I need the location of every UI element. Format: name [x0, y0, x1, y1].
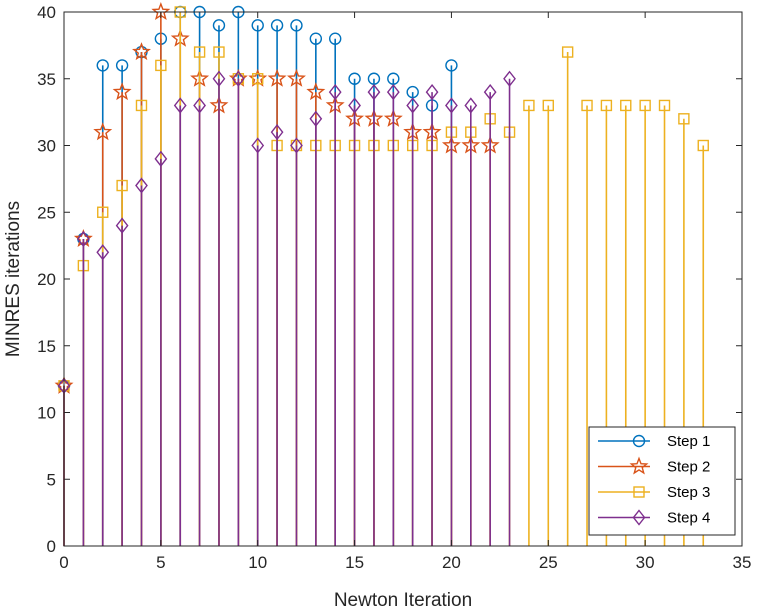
- stem-marker: [464, 97, 478, 114]
- stem-marker: [93, 122, 113, 141]
- stem-marker: [406, 97, 420, 114]
- stem-marker: [290, 137, 303, 154]
- stem-marker: [309, 32, 323, 45]
- stem-marker: [135, 99, 148, 112]
- x-tick-label: 15: [345, 553, 364, 572]
- stem-marker: [329, 32, 342, 45]
- legend-item: Step 4: [598, 509, 710, 527]
- axes: 0 5 10 15 20 25 30 35 0 5 10 15 20 25 30 35 40: [37, 3, 751, 572]
- stem-marker: [697, 139, 709, 152]
- stem-marker: [76, 230, 90, 248]
- legend-label: Step 3: [667, 484, 710, 501]
- stem-marker: [678, 113, 690, 125]
- stem-marker: [309, 110, 323, 127]
- legend-item: Step 1: [598, 433, 710, 450]
- legend-item: Step 3: [598, 484, 710, 501]
- y-tick-label: 5: [47, 470, 56, 489]
- legend[interactable]: Step 1 Step 2 Step 3 Step 4: [588, 426, 736, 536]
- y-tick-label: 15: [37, 337, 56, 356]
- stem-marker: [286, 68, 306, 87]
- stem-marker: [267, 68, 287, 87]
- stem-marker: [193, 97, 206, 114]
- legend-label: Step 1: [667, 433, 710, 450]
- y-tick-label: 40: [37, 3, 56, 22]
- x-tick-label: 5: [156, 553, 165, 572]
- x-axis-title: Newton Iteration: [334, 590, 472, 611]
- stem-marker: [252, 73, 264, 85]
- stem-marker: [155, 59, 167, 72]
- stem-marker: [483, 83, 497, 101]
- stem-marker: [96, 244, 110, 261]
- stem-marker: [503, 70, 516, 87]
- y-tick-label: 10: [37, 404, 56, 423]
- legend-marker: [632, 434, 646, 448]
- stem-marker: [212, 19, 226, 32]
- x-tick-label: 10: [248, 553, 267, 572]
- stem-marker: [348, 72, 361, 85]
- legend-marker: [629, 456, 649, 475]
- x-tick-label: 0: [59, 553, 68, 572]
- stem-marker: [251, 19, 264, 32]
- stem-marker: [658, 99, 671, 112]
- stem-marker: [328, 83, 342, 101]
- stem-marker: [620, 99, 632, 112]
- stem-marker: [306, 82, 326, 101]
- x-tick-label: 20: [442, 553, 461, 572]
- stem-marker: [212, 70, 226, 87]
- legend-label: Step 2: [667, 459, 710, 476]
- stem-marker: [270, 124, 284, 141]
- y-tick-label: 20: [37, 270, 56, 289]
- stem-marker: [639, 99, 651, 112]
- stem-marker: [213, 46, 225, 58]
- x-tick-label: 30: [636, 553, 655, 572]
- stem-marker: [270, 19, 284, 32]
- stem-marker: [115, 217, 129, 234]
- stem-marker: [251, 137, 265, 154]
- stem-marker: [600, 99, 613, 112]
- stem-marker: [112, 82, 132, 101]
- stem-marker: [367, 83, 381, 101]
- y-axis-title: MINRES iterations: [3, 201, 24, 357]
- y-tick-label: 35: [37, 70, 56, 89]
- stem-marker: [231, 70, 245, 87]
- stem-marker: [561, 46, 574, 58]
- stem-marker: [135, 177, 148, 194]
- stem-marker: [173, 97, 187, 114]
- legend-box: [588, 426, 736, 536]
- stem-marker: [445, 97, 458, 114]
- stem-marker: [445, 59, 458, 72]
- stem-marker: [348, 97, 361, 114]
- stem-marker: [97, 206, 109, 218]
- legend-marker: [632, 509, 646, 526]
- stem-marker: [193, 46, 206, 58]
- legend-label: Step 4: [667, 510, 710, 527]
- stem-marker: [96, 59, 109, 72]
- legend-marker: [633, 486, 645, 498]
- y-tick-label: 30: [37, 137, 56, 156]
- stem-marker: [425, 83, 439, 101]
- stem-marker: [386, 83, 400, 101]
- legend-item: Step 2: [598, 456, 710, 476]
- y-tick-label: 25: [37, 203, 56, 222]
- stem-marker: [542, 99, 554, 112]
- x-tick-label: 35: [733, 553, 752, 572]
- y-tick-label: 0: [47, 537, 56, 556]
- stem-marker: [154, 150, 168, 167]
- stem-marker: [116, 179, 128, 192]
- x-tick-label: 25: [539, 553, 558, 572]
- stem-marker: [115, 59, 129, 72]
- stem-marker: [290, 19, 303, 32]
- stem-marker: [581, 99, 593, 112]
- stem-marker: [523, 99, 535, 112]
- stem-marker: [132, 42, 151, 61]
